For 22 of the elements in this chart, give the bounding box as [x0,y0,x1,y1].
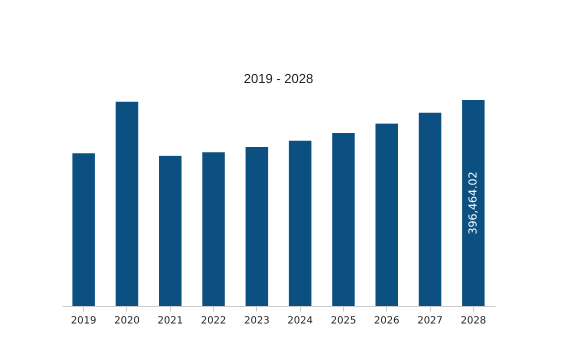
bar [288,140,312,306]
bar [332,132,355,306]
x-tick-label: 2023 [244,316,270,326]
x-tick-label: 2026 [374,316,400,326]
x-tick-label: 2028 [460,316,486,326]
x-tick-label: 2027 [417,316,443,326]
x-tick-label: 2025 [330,316,356,326]
chart-title: 2019 - 2028 [244,71,314,86]
bar [116,102,138,306]
data-label: 396,464.02 [466,172,480,234]
bar [158,156,182,306]
x-tick-label: 2020 [114,316,140,326]
x-tick-label: 2021 [158,316,183,326]
x-tick-label: 2024 [287,316,313,326]
bar [202,152,225,306]
bar [375,124,398,306]
x-tick-label: 2019 [70,316,96,326]
bar [72,153,95,306]
bar [462,100,485,306]
bar [246,147,268,306]
x-tick-label: 2022 [200,316,226,326]
bar [418,112,442,306]
